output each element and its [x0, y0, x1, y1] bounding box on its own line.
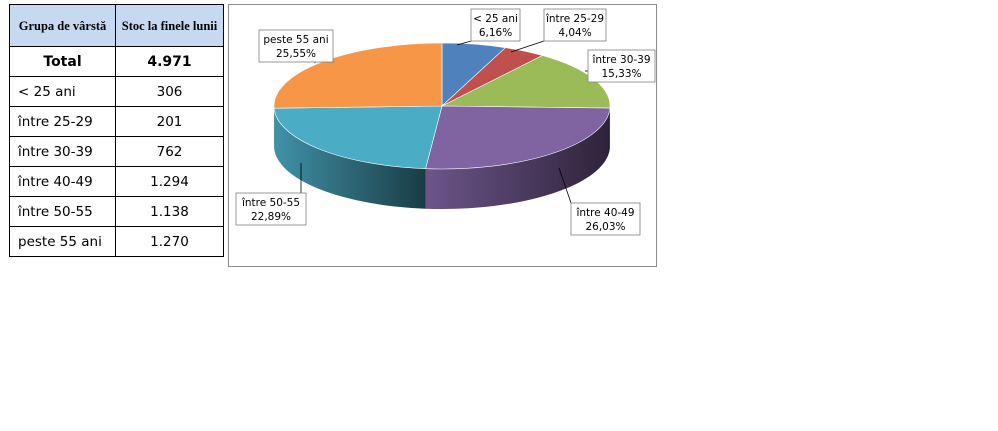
pie-label-box [587, 49, 656, 83]
table-row: peste 55 ani 1.270 [9, 226, 224, 257]
pie-label-percent: 22,89% [251, 211, 291, 223]
row-value: 201 [115, 106, 224, 137]
row-label: între 30-39 [9, 136, 116, 167]
pie-label-3: între 40-49 26,03% [558, 167, 641, 236]
pie-side-3 [425, 108, 610, 209]
pie-label-box [258, 29, 334, 63]
row-value: 1.138 [115, 196, 224, 227]
table-row: între 25-29 201 [9, 106, 224, 137]
pie-label-name: < 25 ani [473, 13, 518, 25]
pie-label-name: între 50-55 [241, 197, 300, 209]
pie-chart-frame: < 25 ani 6,16% între 25-29 4,04% între 30-39… [228, 4, 657, 267]
pie-label-percent: 6,16% [479, 27, 512, 39]
pie-label-percent: 4,04% [558, 27, 591, 39]
pie-label-percent: 25,55% [276, 48, 316, 60]
row-label: între 25-29 [9, 106, 116, 137]
pie-label-name: între 30-39 [591, 54, 650, 66]
row-value: 1.270 [115, 226, 224, 257]
pie-label-2: între 30-39 15,33% [585, 49, 656, 83]
total-value: 4.971 [115, 46, 224, 77]
pie-label-box [235, 192, 307, 226]
table-header-row: Grupa de vârstă Stoc la finele lunii [9, 4, 224, 47]
pie-label-box [570, 202, 641, 236]
pie-label-percent: 15,33% [601, 68, 641, 80]
pie-label-name: între 40-49 [575, 207, 634, 219]
row-label: între 50-55 [9, 196, 116, 227]
pie-label-box [470, 8, 521, 42]
table-row: între 50-55 1.138 [9, 196, 224, 227]
table-row-total: Total 4.971 [9, 46, 224, 77]
pie-label-1: între 25-29 4,04% [510, 8, 607, 53]
pie-label-5: peste 55 ani 25,55% [258, 29, 334, 63]
pie-slice-4 [273, 105, 443, 170]
table-row: < 25 ani 306 [9, 76, 224, 107]
table-row: între 30-39 762 [9, 136, 224, 167]
pie-label-box [543, 8, 607, 42]
pie-chart: < 25 ani 6,16% între 25-29 4,04% între 30-39… [235, 8, 656, 236]
row-label: între 40-49 [9, 166, 116, 197]
row-label: peste 55 ani [9, 226, 116, 257]
pie-label-percent: 26,03% [585, 221, 625, 233]
table-row: între 40-49 1.294 [9, 166, 224, 197]
pie-leader-line [510, 40, 545, 53]
pie-label-4: între 50-55 22,89% [235, 163, 307, 226]
age-group-table: Grupa de vârstă Stoc la finele lunii Tot… [9, 4, 224, 257]
pie-label-name: între 25-29 [545, 13, 604, 25]
pie-side-4 [274, 108, 426, 209]
pie-leader-line [558, 167, 572, 204]
pie-label-name: peste 55 ani [263, 34, 328, 46]
row-value: 762 [115, 136, 224, 167]
pie-label-0: < 25 ani 6,16% [456, 8, 521, 46]
pie-leader-line [456, 40, 472, 46]
row-label: < 25 ani [9, 76, 116, 107]
row-value: 1.294 [115, 166, 224, 197]
row-value: 306 [115, 76, 224, 107]
header-age-group: Grupa de vârstă [9, 4, 116, 47]
header-stock: Stoc la finele lunii [115, 4, 224, 47]
total-label: Total [9, 46, 116, 77]
pie-slice-3 [425, 105, 611, 170]
